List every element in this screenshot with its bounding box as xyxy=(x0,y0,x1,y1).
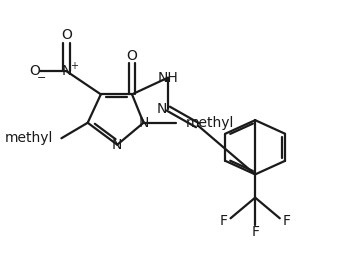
Text: N: N xyxy=(61,64,72,78)
Text: O: O xyxy=(30,64,41,78)
Text: N: N xyxy=(156,102,167,116)
Text: F: F xyxy=(220,214,228,228)
Text: O: O xyxy=(61,28,72,42)
Text: −: − xyxy=(37,73,46,82)
Text: N: N xyxy=(112,138,122,152)
Text: O: O xyxy=(127,49,138,63)
Text: F: F xyxy=(282,214,291,228)
Text: +: + xyxy=(69,61,77,72)
Text: N: N xyxy=(138,116,149,130)
Text: NH: NH xyxy=(158,70,179,85)
Text: F: F xyxy=(251,226,259,240)
Text: methyl: methyl xyxy=(5,131,53,145)
Text: methyl: methyl xyxy=(186,116,235,130)
